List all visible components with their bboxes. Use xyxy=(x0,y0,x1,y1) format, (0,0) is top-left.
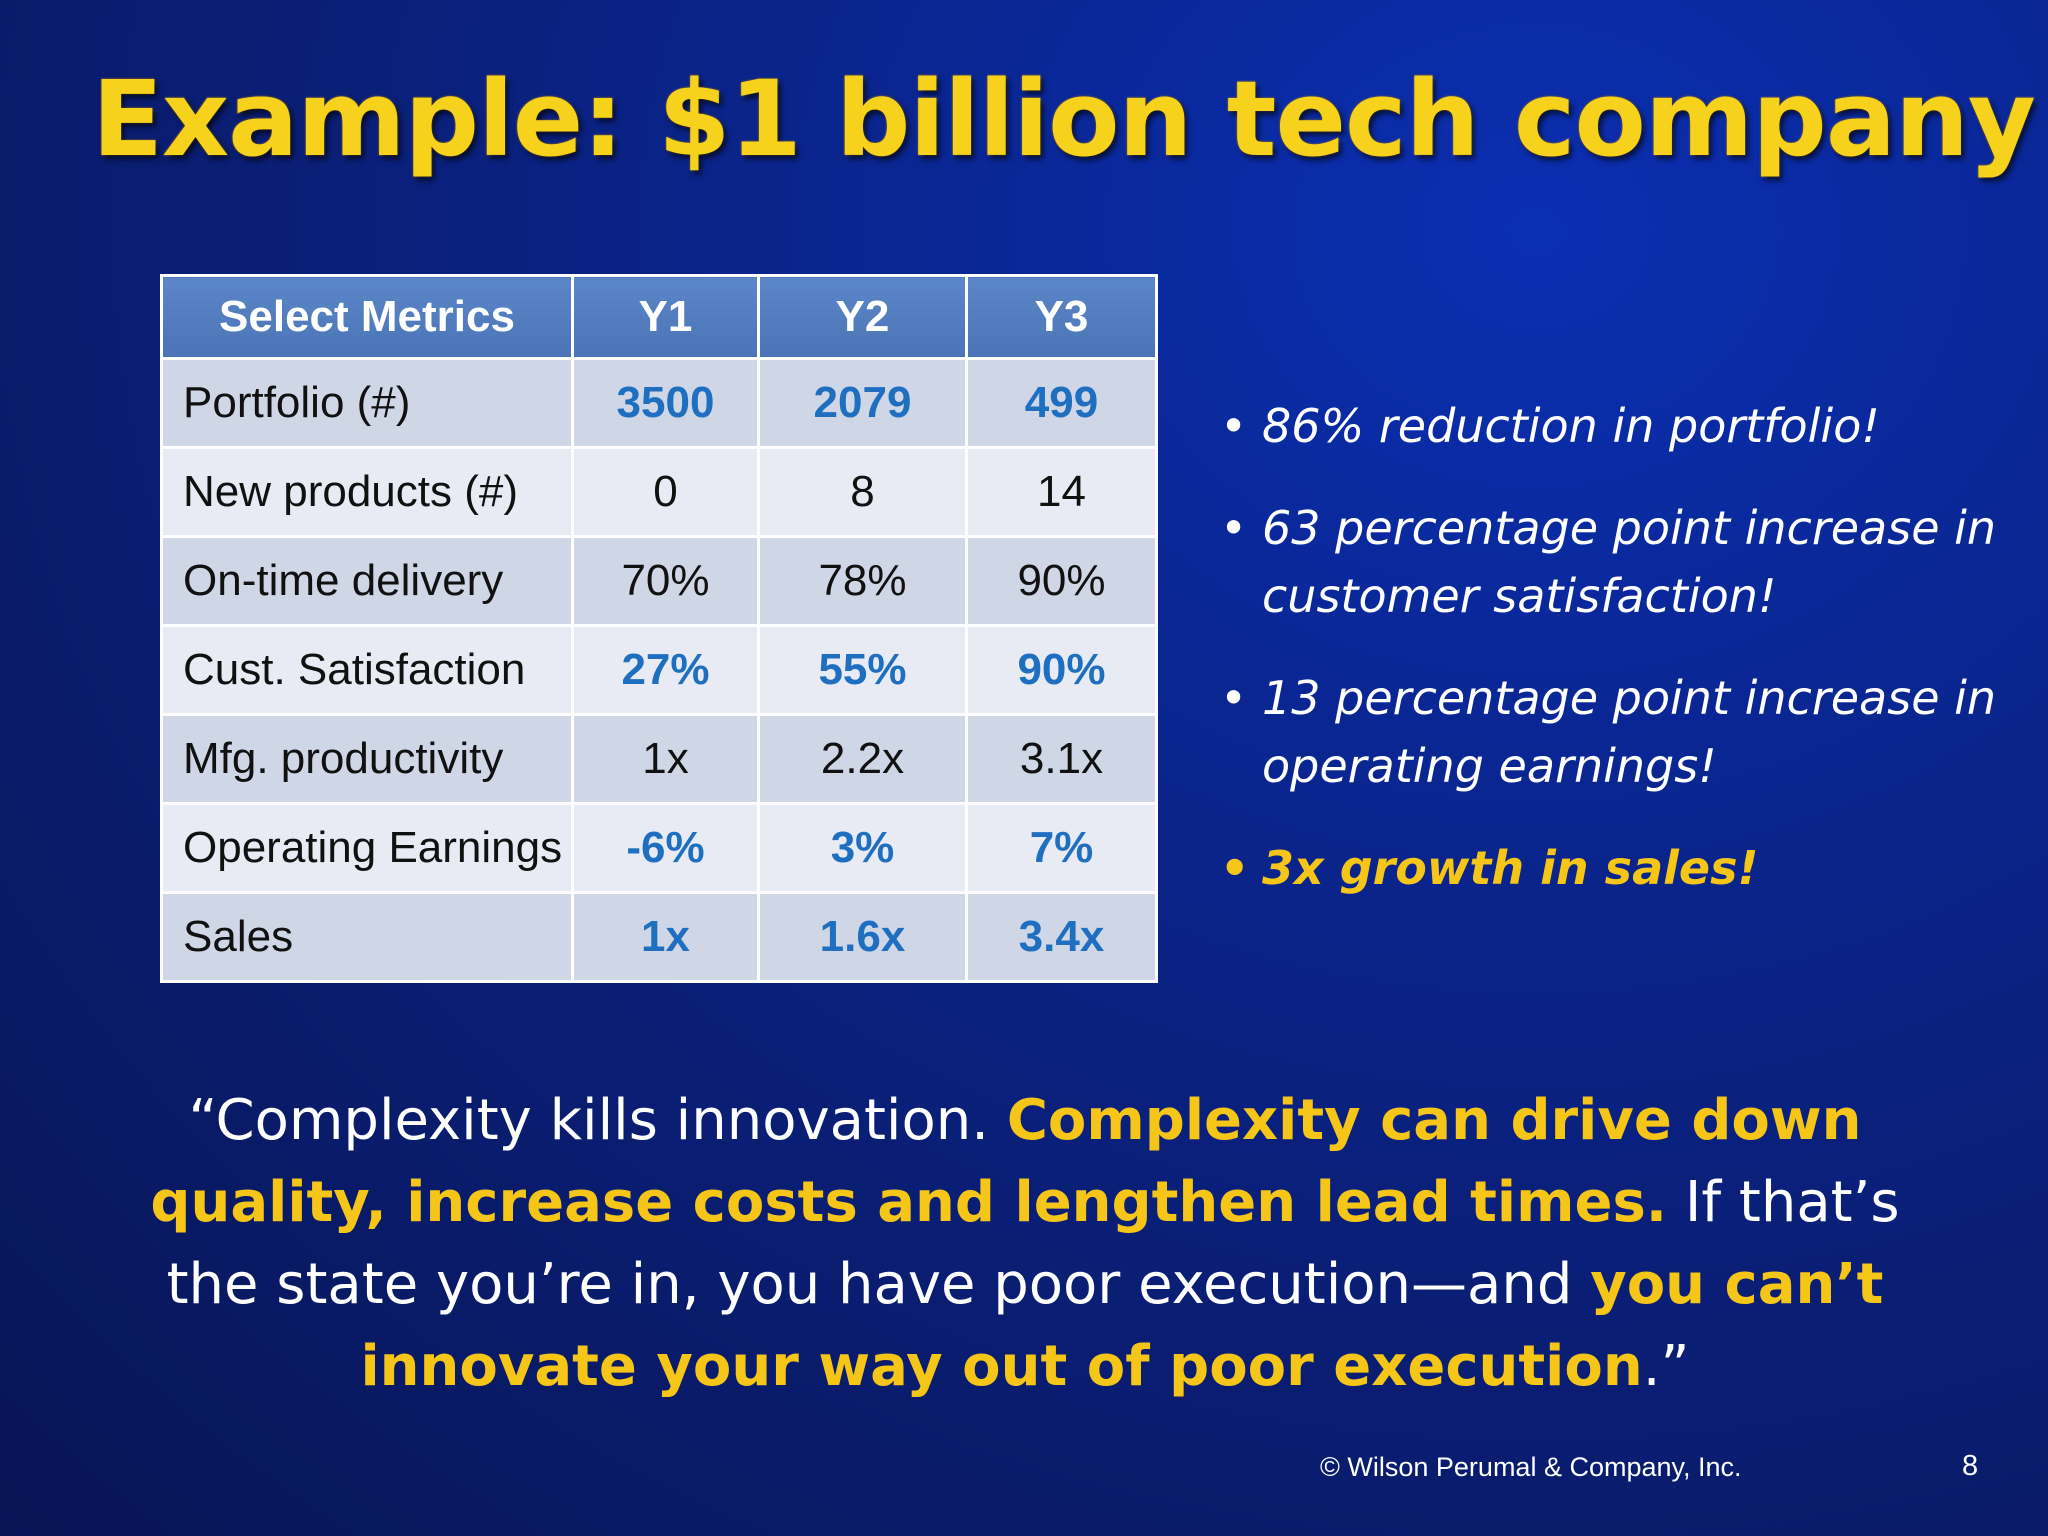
cell-y3: 3.1x xyxy=(965,713,1158,805)
quote-block: “Complexity kills innovation. Complexity… xyxy=(100,1080,1950,1408)
bullet-glyph: • xyxy=(1220,399,1248,453)
cell-y3: 90% xyxy=(965,535,1158,627)
cell-y2: 2.2x xyxy=(757,713,968,805)
cell-y2: 78% xyxy=(757,535,968,627)
row-label: New products (#) xyxy=(160,446,574,538)
cell-y1: 3500 xyxy=(571,357,760,449)
cell-y1: 0 xyxy=(571,446,760,538)
bullet-text: 63 percentage point increase in customer… xyxy=(1262,501,1997,623)
table-row-portfolio: Portfolio (#) 3500 2079 499 xyxy=(160,357,1158,449)
cell-y2: 1.6x xyxy=(757,891,968,983)
bullet-item-highlight: • 3x growth in sales! xyxy=(1220,834,2000,902)
table-header-row: Select Metrics Y1 Y2 Y3 xyxy=(160,274,1158,360)
cell-y2: 2079 xyxy=(757,357,968,449)
table-row-on-time-delivery: On-time delivery 70% 78% 90% xyxy=(160,535,1158,627)
header-y2: Y2 xyxy=(757,274,968,360)
header-y3: Y3 xyxy=(965,274,1158,360)
row-label: Portfolio (#) xyxy=(160,357,574,449)
cell-y3: 3.4x xyxy=(965,891,1158,983)
row-label: Operating Earnings xyxy=(160,802,574,894)
row-label: Cust. Satisfaction xyxy=(160,624,574,716)
bullet-glyph: • xyxy=(1220,671,1248,725)
table-row-new-products: New products (#) 0 8 14 xyxy=(160,446,1158,538)
bullet-text: 13 percentage point increase in operatin… xyxy=(1262,671,1997,793)
quote-part-3: If that’s the state you’re in, you have … xyxy=(166,1170,1900,1317)
slide-title: Example: $1 billion tech company xyxy=(92,58,2036,180)
cell-y1: 27% xyxy=(571,624,760,716)
bullet-item: • 13 percentage point increase in operat… xyxy=(1220,664,2000,800)
cell-y3: 499 xyxy=(965,357,1158,449)
table-row-cust-satisfaction: Cust. Satisfaction 27% 55% 90% xyxy=(160,624,1158,716)
bullet-glyph: • xyxy=(1220,501,1248,555)
table-row-sales: Sales 1x 1.6x 3.4x xyxy=(160,891,1158,983)
header-select-metrics: Select Metrics xyxy=(160,274,574,360)
quote-part-5: .” xyxy=(1642,1334,1690,1399)
cell-y3: 7% xyxy=(965,802,1158,894)
quote-highlight-1: Complexity can drive down quality, incre… xyxy=(150,1088,1862,1235)
bullet-text: 86% reduction in portfolio! xyxy=(1262,399,1880,453)
cell-y3: 90% xyxy=(965,624,1158,716)
cell-y2: 3% xyxy=(757,802,968,894)
bullet-item: • 86% reduction in portfolio! xyxy=(1220,392,2000,460)
cell-y2: 8 xyxy=(757,446,968,538)
cell-y1: -6% xyxy=(571,802,760,894)
cell-y1: 70% xyxy=(571,535,760,627)
cell-y1: 1x xyxy=(571,713,760,805)
table-row-operating-earnings: Operating Earnings -6% 3% 7% xyxy=(160,802,1158,894)
cell-y3: 14 xyxy=(965,446,1158,538)
page-number: 8 xyxy=(1962,1450,1979,1482)
row-label: Sales xyxy=(160,891,574,983)
cell-y2: 55% xyxy=(757,624,968,716)
metrics-table: Select Metrics Y1 Y2 Y3 Portfolio (#) 35… xyxy=(160,274,1158,983)
quote-part-1: “Complexity kills innovation. xyxy=(188,1088,1007,1153)
row-label: Mfg. productivity xyxy=(160,713,574,805)
bullet-item: • 63 percentage point increase in custom… xyxy=(1220,494,2000,630)
bullet-list: • 86% reduction in portfolio! • 63 perce… xyxy=(1220,392,2000,936)
header-y1: Y1 xyxy=(571,274,760,360)
bullet-glyph: • xyxy=(1220,841,1250,895)
quote-highlight-2: you can’t innovate your way out of poor … xyxy=(360,1252,1884,1399)
cell-y1: 1x xyxy=(571,891,760,983)
row-label: On-time delivery xyxy=(160,535,574,627)
copyright-footer: © Wilson Perumal & Company, Inc. xyxy=(1320,1452,1742,1482)
bullet-text: 3x growth in sales! xyxy=(1262,841,1759,895)
table-row-mfg-productivity: Mfg. productivity 1x 2.2x 3.1x xyxy=(160,713,1158,805)
